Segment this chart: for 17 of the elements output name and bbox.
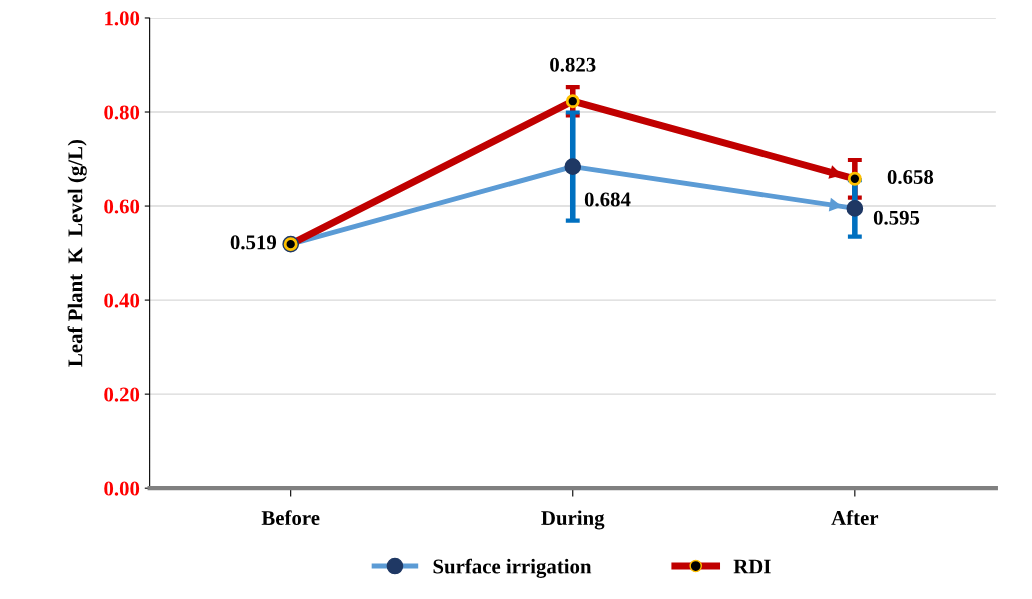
x-tick-label: After — [831, 510, 879, 526]
y-tick-label: 0.60 — [104, 199, 140, 214]
legend-label: Surface irrigation — [433, 558, 592, 578]
data-label: 0.658 — [887, 169, 934, 185]
y-tick-label: 0.00 — [104, 481, 140, 496]
legend-label: RDI — [733, 559, 771, 574]
y-tick-label: 0.20 — [104, 387, 140, 402]
x-tick-label: Before — [261, 510, 320, 526]
y-tick-label: 0.40 — [104, 293, 140, 308]
data-label: 0.519 — [230, 235, 277, 250]
x-tick-label: During — [541, 510, 605, 530]
y-axis-title: Leaf Plant K Level (g/L) — [67, 140, 87, 367]
y-tick-label: 0.80 — [104, 105, 140, 120]
y-tick-label: 1.00 — [105, 11, 140, 26]
data-label: 0.684 — [584, 192, 631, 207]
data-label: 0.823 — [550, 57, 596, 72]
data-label: 0.595 — [873, 210, 920, 225]
